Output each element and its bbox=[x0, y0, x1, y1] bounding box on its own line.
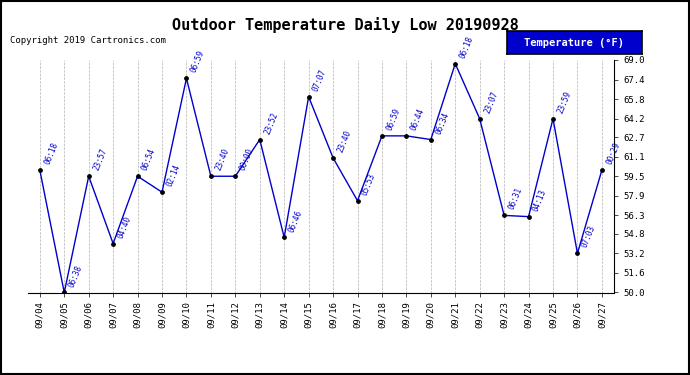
Point bbox=[499, 212, 510, 218]
Text: 06:44: 06:44 bbox=[409, 107, 426, 132]
Text: 06:59: 06:59 bbox=[189, 50, 206, 74]
Point bbox=[352, 198, 363, 204]
Text: 06:34: 06:34 bbox=[433, 111, 451, 135]
Text: 07:03: 07:03 bbox=[580, 224, 598, 249]
Text: 06:38: 06:38 bbox=[67, 264, 84, 288]
Point bbox=[474, 116, 485, 122]
Text: 06:31: 06:31 bbox=[507, 186, 524, 211]
Point bbox=[254, 136, 265, 142]
Point bbox=[34, 167, 46, 173]
Text: 06:54: 06:54 bbox=[140, 147, 157, 172]
Point bbox=[425, 136, 436, 142]
Point bbox=[157, 189, 168, 195]
Text: 23:57: 23:57 bbox=[92, 147, 108, 172]
Point bbox=[401, 133, 412, 139]
Text: 04:40: 04:40 bbox=[116, 214, 133, 239]
Point bbox=[303, 94, 314, 100]
Point bbox=[83, 173, 95, 179]
Point bbox=[181, 75, 192, 81]
Text: 05:53: 05:53 bbox=[360, 172, 377, 196]
Text: 00:00: 00:00 bbox=[238, 147, 255, 172]
Text: Copyright 2019 Cartronics.com: Copyright 2019 Cartronics.com bbox=[10, 36, 166, 45]
Point bbox=[450, 61, 461, 67]
Text: 00:29: 00:29 bbox=[604, 141, 622, 166]
Text: 06:46: 06:46 bbox=[287, 209, 304, 233]
Text: Temperature (°F): Temperature (°F) bbox=[524, 38, 624, 48]
Point bbox=[108, 240, 119, 246]
Text: 23:52: 23:52 bbox=[262, 111, 279, 135]
Text: 23:40: 23:40 bbox=[336, 129, 353, 154]
Point bbox=[230, 173, 241, 179]
Point bbox=[596, 167, 607, 173]
Text: 23:07: 23:07 bbox=[482, 90, 500, 115]
Text: 06:18: 06:18 bbox=[458, 35, 475, 60]
Text: 06:18: 06:18 bbox=[43, 141, 59, 166]
Point bbox=[572, 251, 583, 257]
Point bbox=[328, 155, 339, 161]
Text: 23:40: 23:40 bbox=[214, 147, 230, 172]
Point bbox=[132, 173, 143, 179]
Text: Outdoor Temperature Daily Low 20190928: Outdoor Temperature Daily Low 20190928 bbox=[172, 17, 518, 33]
Text: 23:59: 23:59 bbox=[555, 90, 573, 115]
Text: 07:07: 07:07 bbox=[311, 68, 328, 93]
Point bbox=[206, 173, 217, 179]
Text: 02:14: 02:14 bbox=[165, 163, 181, 188]
Text: 06:59: 06:59 bbox=[385, 107, 402, 132]
Point bbox=[547, 116, 558, 122]
Point bbox=[523, 214, 534, 220]
Point bbox=[279, 234, 290, 240]
Text: 04:13: 04:13 bbox=[531, 188, 549, 213]
Point bbox=[59, 290, 70, 296]
Point bbox=[377, 133, 388, 139]
